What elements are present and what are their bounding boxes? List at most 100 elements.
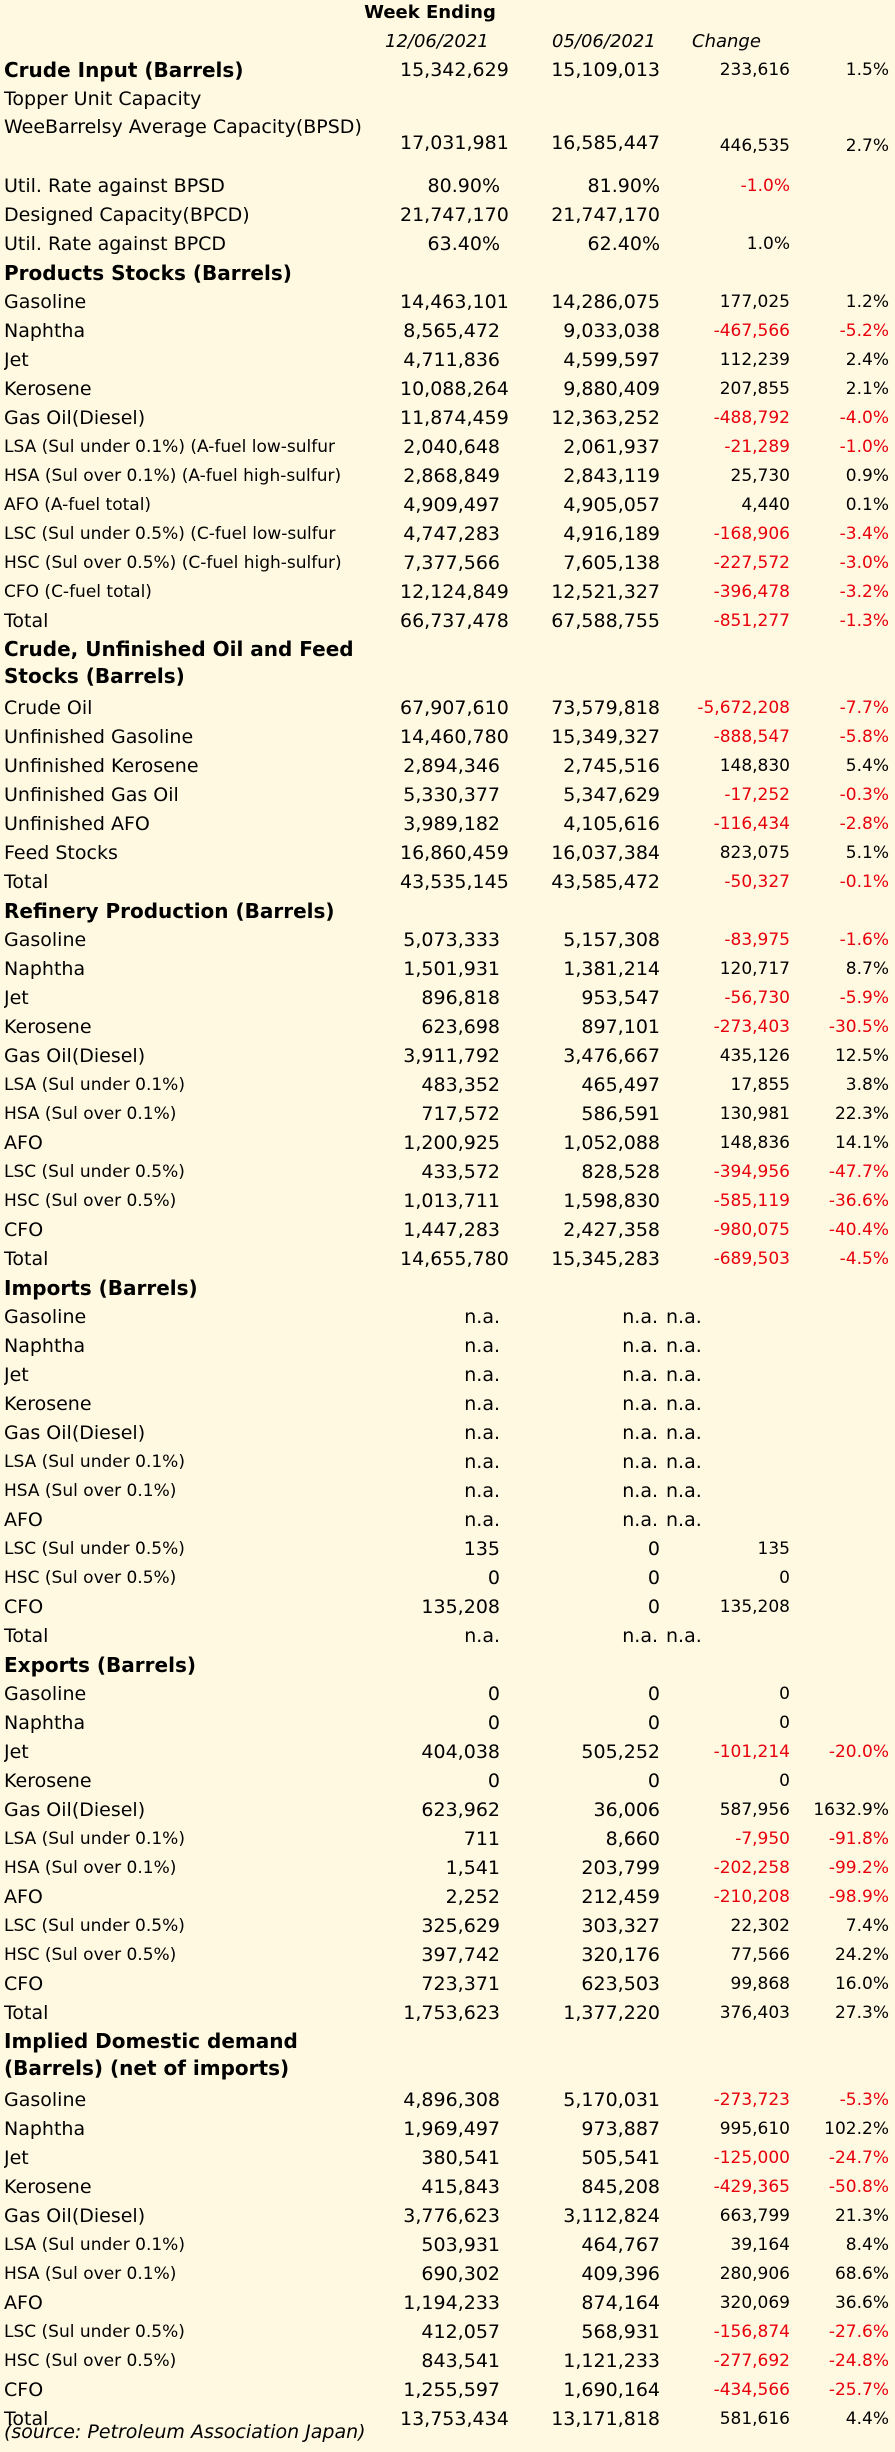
change-value: 112,239 (719, 350, 790, 370)
section-header-row: Crude Input (Barrels) 15,342,629 15,109,01… (0, 56, 895, 85)
value-previous: 16,037,384 (551, 842, 660, 864)
change-value: 17,855 (730, 1075, 790, 1095)
row-label: HSA (Sul over 0.1%) (4, 1104, 177, 1124)
value-current: 1,541 (445, 1857, 500, 1879)
row-label: Unfinished Gas Oil (4, 784, 179, 806)
table-row: LSA (Sul under 0.1%) 503,931 464,767 39,164… (0, 2231, 895, 2260)
row-label: HSC (Sul over 0.5%) (4, 1945, 177, 1965)
table-row: Unfinished Kerosene 2,894,346 2,745,516 148… (0, 752, 895, 781)
value-previous: 2,427,358 (563, 1219, 660, 1241)
value-current: 0 (487, 1712, 500, 1734)
change-value: -125,000 (713, 2148, 790, 2168)
row-label: CFO (4, 2379, 44, 2401)
value-current: 1,501,931 (403, 958, 500, 980)
table-row: Util. Rate against BPCD 63.40% 62.40% 1.0% (0, 230, 895, 259)
change-percent: 4.4% (845, 2409, 889, 2429)
value-previous: 320,176 (581, 1944, 660, 1966)
table-row: Jet n.a. n.a. n.a. (0, 1361, 895, 1390)
value-previous: 0 (647, 1683, 660, 1705)
change-percent: 0.9% (845, 466, 889, 486)
value-current: 397,742 (421, 1944, 500, 1966)
change-value: -56,730 (724, 988, 790, 1008)
table-row: LSA (Sul under 0.1%) 483,352 465,497 17,855… (0, 1071, 895, 1100)
value-current: n.a. (464, 1625, 500, 1647)
table-row: Jet 896,818 953,547 -56,730 -5.9% (0, 984, 895, 1013)
change-value: -21,289 (724, 437, 790, 457)
value-previous: 953,547 (581, 987, 660, 1009)
value-previous: 1,381,214 (563, 958, 660, 980)
change-value: -168,906 (713, 524, 790, 544)
source-note: (source: Petroleum Association Japan) (4, 2421, 366, 2443)
table-row: CFO 1,255,597 1,690,164 -434,566 -25.7% (0, 2376, 895, 2405)
table-row: HSC (Sul over 0.5%) 397,742 320,176 77,566 2… (0, 1941, 895, 1970)
change-percent: -24.7% (828, 2148, 889, 2168)
row-label: Topper Unit Capacity (4, 88, 202, 110)
table-row: Naphtha n.a. n.a. n.a. (0, 1332, 895, 1361)
value-current: 415,843 (421, 2176, 500, 2198)
value-current: 2,868,849 (403, 465, 500, 487)
row-label: Jet (4, 987, 29, 1009)
change-value: -585,119 (713, 1191, 790, 1211)
value-current: 4,711,836 (403, 349, 500, 371)
value-current: 66,737,478 (400, 610, 509, 632)
value-previous: 43,585,472 (551, 871, 660, 893)
value-previous: n.a. (622, 1480, 658, 1502)
table-row: HSA (Sul over 0.1%) 690,302 409,396 280,906… (0, 2260, 895, 2289)
value-previous: n.a. (622, 1364, 658, 1386)
value-current: 3,989,182 (403, 813, 500, 835)
change-percent: -36.6% (828, 1191, 889, 1211)
value-previous: n.a. (622, 1335, 658, 1357)
value-previous: 5,157,308 (563, 929, 660, 951)
change-value: 0 (779, 1713, 790, 1733)
row-label: Total (4, 871, 49, 893)
value-current: 1,969,497 (403, 2118, 500, 2140)
table-row: Kerosene 0 0 0 (0, 1767, 895, 1796)
change-value: 39,164 (730, 2235, 790, 2255)
table-row: Jet 404,038 505,252 -101,214 -20.0% (0, 1738, 895, 1767)
row-label: Gas Oil(Diesel) (4, 1045, 146, 1067)
value-current: 0 (487, 1770, 500, 1792)
value-current: 21,747,170 (400, 204, 509, 226)
change-value: -17,252 (724, 785, 790, 805)
change-percent: -0.1% (839, 872, 889, 892)
change-value: -1.0% (740, 176, 790, 196)
table-row: LSA (Sul under 0.1%) n.a. n.a. n.a. (0, 1448, 895, 1477)
value-previous: 7,605,138 (563, 552, 660, 574)
section-header-row: Exports (Barrels) (0, 1651, 895, 1680)
row-label: Gasoline (4, 1683, 87, 1705)
value-previous: 15,349,327 (551, 726, 660, 748)
value-previous: 13,171,818 (551, 2408, 660, 2430)
row-label: Unfinished Gasoline (4, 726, 194, 748)
value-current: 690,302 (421, 2263, 500, 2285)
row-label: HSA (Sul over 0.1%) (4, 2264, 177, 2284)
table-row: Gasoline 4,896,308 5,170,031 -273,723 -5.3% (0, 2086, 895, 2115)
section-title: Crude, Unfinished Oil and Feed Stocks (B… (4, 637, 354, 688)
change-percent: -91.8% (828, 1829, 889, 1849)
value-previous: 15,345,283 (551, 1248, 660, 1270)
value-current: 12,124,849 (400, 581, 509, 603)
change-percent: -25.7% (828, 2380, 889, 2400)
value-current: n.a. (464, 1451, 500, 1473)
change-value: 148,836 (719, 1133, 790, 1153)
value-previous: 2,061,937 (563, 436, 660, 458)
change-percent: 1.2% (845, 292, 889, 312)
table-row: Gasoline 0 0 0 (0, 1680, 895, 1709)
row-label: HSA (Sul over 0.1%) (A-fuel high-sulfur) (4, 466, 342, 486)
row-label: Naphtha (4, 1712, 86, 1734)
change-percent: 16.0% (834, 1974, 889, 1994)
value-previous: 1,121,233 (563, 2350, 660, 2372)
row-label: Feed Stocks (4, 842, 118, 864)
value-previous: 21,747,170 (551, 204, 660, 226)
row-label: Unfinished Kerosene (4, 755, 199, 777)
row-label: LSA (Sul under 0.1%) (4, 2235, 185, 2255)
value-previous: 15,109,013 (551, 59, 660, 81)
value-current: 3,911,792 (403, 1045, 500, 1067)
value-previous: 5,347,629 (563, 784, 660, 806)
table-row: HSA (Sul over 0.1%) 717,572 586,591 130,981… (0, 1100, 895, 1129)
change-percent: -47.7% (828, 1162, 889, 1182)
change-percent: 2.4% (845, 350, 889, 370)
table-row: HSC (Sul over 0.5%) 0 0 0 (0, 1564, 895, 1593)
change-percent: 5.4% (845, 756, 889, 776)
row-label: Gas Oil(Diesel) (4, 2205, 146, 2227)
value-previous: n.a. (622, 1625, 658, 1647)
